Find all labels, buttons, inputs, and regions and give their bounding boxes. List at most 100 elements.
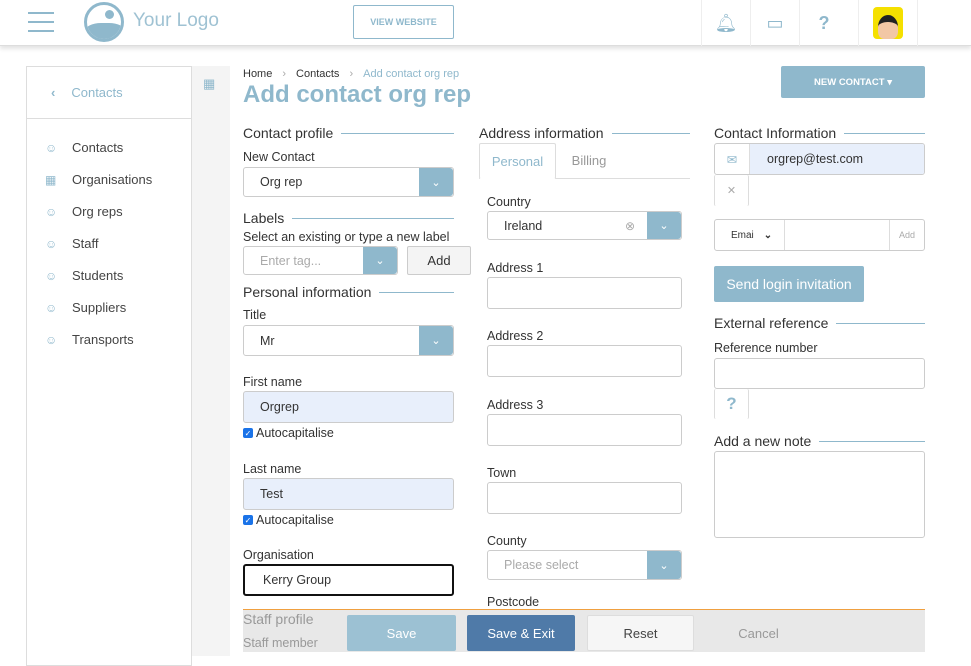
- chevron-down-icon: ⌄: [647, 551, 681, 579]
- breadcrumb-contacts[interactable]: Contacts: [296, 68, 340, 80]
- postcode-label: Postcode: [487, 595, 540, 609]
- title-label: Title: [243, 308, 267, 322]
- view-website-button[interactable]: VIEW WEBSITE: [353, 5, 454, 39]
- school-icon[interactable]: ▦: [203, 76, 216, 91]
- labels-hint: Select an existing or type a new label: [243, 230, 450, 244]
- address3-label: Address 3: [487, 398, 544, 412]
- inbox-icon[interactable]: ▭: [750, 0, 799, 46]
- add-tag-button[interactable]: Add: [407, 246, 471, 275]
- town-input[interactable]: [487, 482, 682, 514]
- section-address-info: Address information: [479, 125, 690, 141]
- town-label: Town: [487, 466, 517, 480]
- logo-icon: [84, 2, 124, 42]
- country-value: Ireland: [504, 218, 543, 233]
- checkbox-label: Autocapitalise: [256, 426, 334, 440]
- sidebar-item-label: Contacts: [72, 140, 124, 155]
- email-field[interactable]: ✉ orgrep@test.com: [714, 143, 925, 175]
- chevron-left-icon: ‹: [51, 85, 56, 100]
- organisation-input[interactable]: Kerry Group: [243, 564, 454, 596]
- tab-billing[interactable]: Billing: [571, 153, 607, 168]
- footer-bar: [243, 609, 925, 652]
- add-contact-button[interactable]: Add: [889, 220, 924, 250]
- autocapitalise-last-checkbox[interactable]: ✓ Autocapitalise: [243, 513, 334, 527]
- send-login-invitation-button[interactable]: Send login invitation: [714, 266, 864, 302]
- ref-number-input[interactable]: [714, 358, 925, 389]
- save-exit-button[interactable]: Save & Exit: [467, 615, 575, 651]
- logo-text: Your Logo: [133, 10, 219, 31]
- last-name-input[interactable]: Test: [243, 478, 454, 510]
- sidebar-item-label: Suppliers: [72, 300, 127, 315]
- address1-input[interactable]: [487, 277, 682, 309]
- note-textarea[interactable]: [714, 451, 925, 538]
- tag-input[interactable]: Enter tag... ⌄: [243, 246, 398, 275]
- side-strip: ▦: [192, 66, 230, 656]
- section-personal-info: Personal information: [243, 284, 454, 300]
- save-button[interactable]: Save: [347, 615, 456, 651]
- chevron-down-icon: ⌄: [763, 229, 773, 241]
- remove-email-button[interactable]: ✕: [714, 175, 749, 206]
- people-icon: ☺: [45, 332, 58, 347]
- chevron-down-icon: ⌄: [419, 326, 453, 355]
- sidebar-item-transports[interactable]: ☺ Transports: [45, 332, 134, 347]
- section-contact-profile: Contact profile: [243, 125, 454, 141]
- clear-icon[interactable]: ⊗: [624, 218, 635, 233]
- checkbox-icon: ✓: [243, 428, 253, 438]
- menu-icon[interactable]: [24, 8, 58, 36]
- tag-placeholder: Enter tag...: [260, 253, 322, 268]
- avatar[interactable]: [858, 0, 918, 46]
- section-external-ref: External reference: [714, 315, 925, 331]
- contact-value-input[interactable]: [785, 220, 889, 250]
- address2-input[interactable]: [487, 345, 682, 377]
- organisation-label: Organisation: [243, 548, 314, 562]
- envelope-icon: ✉: [715, 144, 750, 174]
- sidebar-back[interactable]: ‹ Contacts: [27, 67, 191, 119]
- sidebar-item-staff[interactable]: ☺ Staff: [45, 236, 99, 251]
- help-icon[interactable]: ?: [799, 0, 848, 46]
- chevron-down-icon: ⌄: [647, 212, 681, 239]
- help-icon[interactable]: ?: [714, 389, 749, 419]
- address3-input[interactable]: [487, 414, 682, 446]
- section-contact-info: Contact Information: [714, 125, 925, 141]
- tab-personal[interactable]: Personal: [479, 143, 556, 179]
- new-contact-select[interactable]: Org rep ⌄: [243, 167, 454, 197]
- sidebar-item-contacts[interactable]: ☺ Contacts: [45, 140, 123, 155]
- cancel-button[interactable]: Cancel: [738, 625, 779, 641]
- autocapitalise-first-checkbox[interactable]: ✓ Autocapitalise: [243, 426, 334, 440]
- building-icon: ▦: [45, 172, 57, 187]
- chevron-down-icon: ⌄: [363, 247, 397, 274]
- bell-icon[interactable]: 🔔︎: [701, 0, 750, 46]
- checkbox-label: Autocapitalise: [256, 513, 334, 527]
- people-icon: ☺: [45, 268, 58, 283]
- address1-label: Address 1: [487, 261, 544, 275]
- first-name-input[interactable]: Orgrep: [243, 391, 454, 423]
- new-contact-button[interactable]: NEW CONTACT ▾: [781, 66, 925, 98]
- title-select[interactable]: Mr ⌄: [243, 325, 454, 356]
- sidebar-back-label: Contacts: [71, 85, 123, 100]
- staff-member-label: Staff member: [243, 636, 318, 650]
- sidebar-item-suppliers[interactable]: ☺ Suppliers: [45, 300, 126, 315]
- people-icon: ☺: [45, 236, 58, 251]
- top-header: Your Logo VIEW WEBSITE 🔔︎ ▭ ?: [0, 0, 971, 46]
- section-labels: Labels: [243, 210, 454, 226]
- sidebar-item-org-reps[interactable]: ☺ Org reps: [45, 204, 123, 219]
- county-select[interactable]: Please select ⌄: [487, 550, 682, 580]
- sidebar-item-label: Students: [72, 268, 124, 283]
- sidebar-item-organisations[interactable]: ▦ Organisations: [45, 172, 152, 187]
- country-label: Country: [487, 195, 531, 209]
- sidebar-item-label: Org reps: [72, 204, 123, 219]
- checkbox-icon: ✓: [243, 515, 253, 525]
- ref-number-label: Reference number: [714, 341, 818, 355]
- new-contact-value: Org rep: [260, 175, 303, 189]
- chevron-down-icon: ⌄: [419, 168, 453, 196]
- title-value: Mr: [260, 333, 275, 348]
- reset-button[interactable]: Reset: [587, 615, 694, 651]
- breadcrumb-home[interactable]: Home: [243, 68, 273, 80]
- contact-type-select[interactable]: Emai ⌄: [715, 220, 785, 250]
- sidebar-item-label: Staff: [72, 236, 99, 251]
- email-value: orgrep@test.com: [750, 144, 924, 174]
- country-select[interactable]: Ireland ⊗ ⌄: [487, 211, 682, 240]
- new-contact-label: New Contact: [243, 150, 315, 164]
- sidebar-item-label: Transports: [72, 332, 134, 347]
- sidebar-item-students[interactable]: ☺ Students: [45, 268, 123, 283]
- address2-label: Address 2: [487, 329, 544, 343]
